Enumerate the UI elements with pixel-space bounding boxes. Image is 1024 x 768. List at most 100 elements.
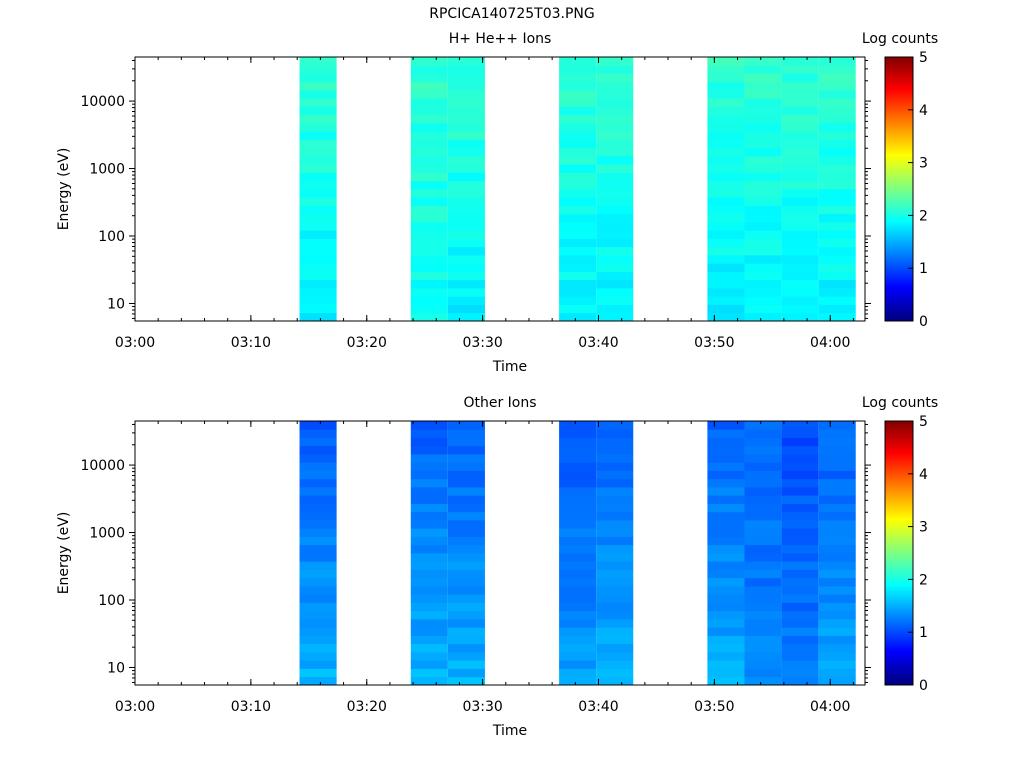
spectrogram-cell [299, 462, 337, 471]
colorbar-segment [885, 484, 913, 488]
spectrogram-cell [781, 421, 819, 430]
spectrogram-cell [818, 610, 856, 620]
spectrogram-cell [447, 139, 485, 149]
spectrogram-cell [744, 627, 782, 636]
spectrogram-cell [559, 643, 597, 653]
spectrogram-cell [447, 180, 485, 190]
colorbar-segment [885, 59, 913, 62]
colorbar-segment [885, 294, 913, 298]
spectrogram-cell [818, 189, 856, 198]
spectrogram-cell [596, 106, 634, 116]
colorbar-segment [885, 610, 913, 613]
colorbar-segment [885, 570, 913, 574]
colorbar-segment [885, 454, 913, 457]
spectrogram-cell [781, 246, 819, 256]
spectrogram-cell [707, 487, 745, 496]
spectrogram-cell [299, 610, 337, 620]
colorbar-segment [885, 429, 913, 433]
colorbar-segment [885, 544, 913, 547]
colorbar-segment [885, 473, 913, 477]
colorbar-segment [885, 572, 913, 576]
colorbar-segment [885, 652, 913, 655]
spectrogram-cell [559, 197, 597, 206]
spectrogram-cell [410, 478, 448, 488]
spectrogram-cell [559, 478, 597, 488]
spectrogram-cell [818, 123, 856, 132]
spectrogram-cell [410, 528, 448, 537]
spectrogram-cell [596, 139, 634, 149]
spectrogram-cell [410, 312, 448, 322]
spectrogram-cell [707, 470, 745, 480]
spectrogram-cell [596, 123, 634, 132]
spectrogram-cell [744, 454, 782, 463]
colorbar-segment [885, 489, 913, 492]
spectrogram-cell [818, 288, 856, 297]
colorbar-segment [885, 478, 913, 481]
colorbar-segment [885, 279, 913, 282]
colorbar-segment [885, 627, 913, 631]
spectrogram-cell [781, 445, 819, 455]
spectrogram-cell [447, 73, 485, 83]
spectrogram-cell [559, 106, 597, 116]
spectrogram-cell [744, 114, 782, 124]
x-tick-label: 04:00 [810, 699, 850, 715]
colorbar-segment [885, 118, 913, 122]
spectrogram-cell [707, 511, 745, 521]
colorbar-segment [885, 244, 913, 247]
spectrogram-cell [781, 172, 819, 182]
spectrogram-cell [596, 73, 634, 83]
spectrogram-cell [410, 577, 448, 587]
spectrogram-cell [781, 114, 819, 124]
spectrogram-cell [744, 511, 782, 521]
spectrogram-cell [818, 81, 856, 91]
spectrogram-cell [596, 304, 634, 314]
colorbar-segment [885, 301, 913, 304]
spectrogram-cell [410, 676, 448, 686]
colorbar-segment [885, 160, 913, 164]
spectrogram-cell [744, 279, 782, 289]
spectrogram-cell [818, 503, 856, 513]
spectrogram-cell [818, 106, 856, 116]
spectrogram-cell [707, 172, 745, 182]
spectrogram-cell [410, 288, 448, 297]
colorbar-segment [885, 621, 913, 624]
colorbar-segment [885, 230, 913, 234]
colorbar-segment [885, 182, 913, 186]
spectrogram-cell [559, 189, 597, 198]
spectrogram-cell [744, 528, 782, 537]
x-tick-label: 03:30 [462, 335, 502, 351]
colorbar-segment [885, 255, 913, 258]
colorbar-segment [885, 634, 913, 638]
colorbar-segment [885, 467, 913, 470]
spectrogram-cell [410, 445, 448, 455]
colorbar-segment [885, 612, 913, 616]
spectrogram-cell [744, 263, 782, 272]
colorbar-segment [885, 129, 913, 133]
colorbar-segment [885, 586, 913, 589]
spectrogram-cell [559, 445, 597, 455]
spectrogram-cell [447, 553, 485, 562]
spectrogram-cell [596, 462, 634, 471]
spectrogram-cell [596, 454, 634, 463]
spectrogram-cell [596, 246, 634, 256]
spectrogram-cell [559, 222, 597, 231]
spectrogram-cell [596, 213, 634, 223]
spectrogram-cell [447, 279, 485, 289]
colorbar-segment [885, 79, 913, 82]
colorbar-segment [885, 665, 913, 668]
colorbar-segment [885, 671, 913, 675]
y-tick-label: 10000 [80, 94, 125, 110]
spectrogram-cell [781, 544, 819, 554]
spectrogram-cell [744, 577, 782, 587]
colorbar-segment [885, 85, 913, 89]
spectrogram-cell [744, 90, 782, 99]
spectrogram-cell [410, 81, 448, 91]
spectrogram-cell [410, 503, 448, 513]
spectrogram-cell [410, 437, 448, 447]
spectrogram-cell [781, 98, 819, 107]
spectrogram-cell [447, 255, 485, 264]
colorbar-segment [885, 63, 913, 67]
spectrogram-cell [744, 429, 782, 438]
colorbar-segment [885, 96, 913, 100]
spectrogram-cell [596, 238, 634, 248]
